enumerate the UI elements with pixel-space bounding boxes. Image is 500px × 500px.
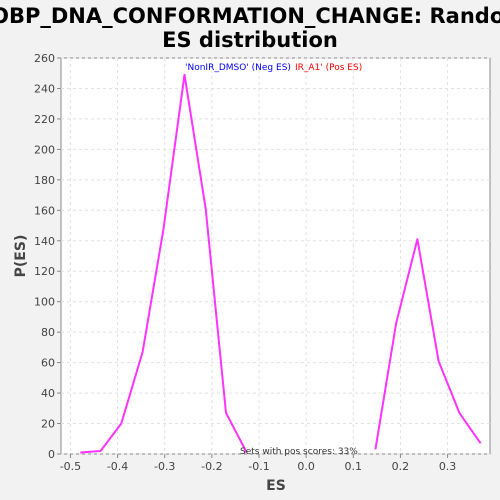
y-tick-label: 180 (34, 174, 55, 187)
x-tick-label: -0.3 (154, 460, 175, 473)
x-tick-label: -0.5 (60, 460, 81, 473)
plot-area (61, 58, 490, 454)
y-tick-label: 240 (34, 82, 55, 95)
pos-score-annotation: Sets with pos scores: 33% (240, 447, 358, 457)
y-tick-label: 220 (34, 113, 55, 126)
y-tick-label: 40 (41, 387, 55, 400)
y-tick-label: 60 (41, 357, 55, 370)
chart-title-line-2: ES distribution (162, 28, 338, 52)
legend-pos-label: IR_A1' (Pos ES) (295, 63, 362, 73)
y-tick-label: 20 (41, 418, 55, 431)
y-tick-label: 160 (34, 204, 55, 217)
y-tick-label: 200 (34, 143, 55, 156)
x-tick-label: -0.4 (107, 460, 128, 473)
y-tick-label: 140 (34, 235, 55, 248)
x-tick-label: 0.0 (297, 460, 315, 473)
y-tick-label: 0 (48, 448, 55, 461)
y-tick-label: 80 (41, 326, 55, 339)
y-tick-label: 120 (34, 265, 55, 278)
x-tick-label: 0.2 (392, 460, 410, 473)
y-tick-label: 260 (34, 52, 55, 65)
chart-title-line-1: GOBP_DNA_CONFORMATION_CHANGE: Random (0, 4, 500, 28)
x-tick-label: 0.3 (439, 460, 457, 473)
x-tick-label: 0.1 (345, 460, 363, 473)
legend-neg-label: 'NonIR_DMSO' (Neg ES) (185, 63, 291, 73)
x-tick-label: -0.2 (201, 460, 222, 473)
x-tick-label: -0.1 (248, 460, 269, 473)
y-axis-label: P(ES) (13, 235, 29, 278)
x-axis-label: ES (266, 478, 286, 494)
y-tick-label: 100 (34, 296, 55, 309)
